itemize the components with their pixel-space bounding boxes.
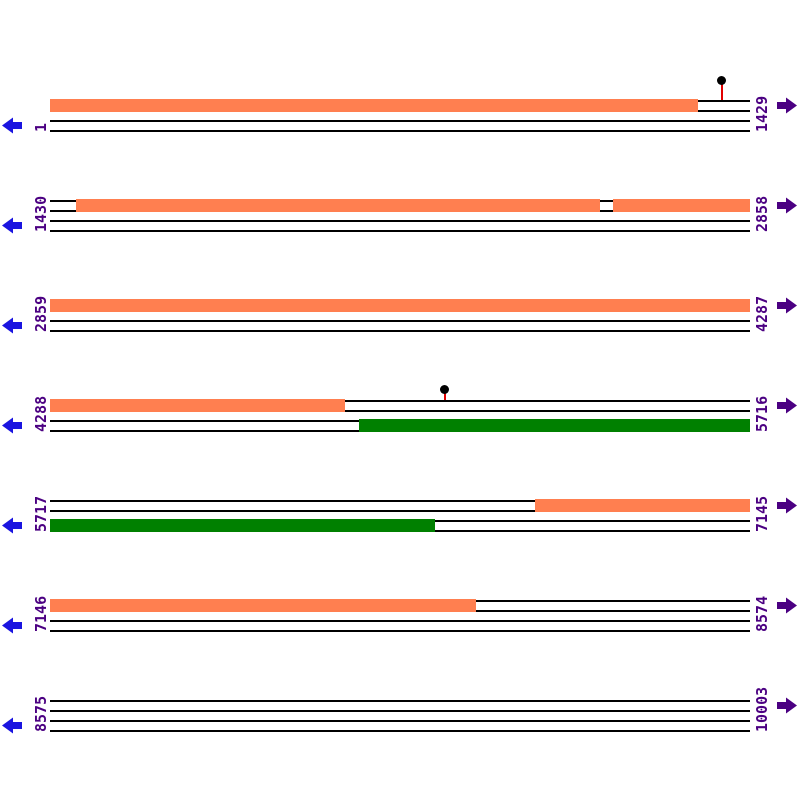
reverse-strand-arrow-icon <box>2 717 22 734</box>
frame-line <box>50 700 750 702</box>
row-end-position-label: 1429 <box>753 95 771 132</box>
frame-line <box>50 710 750 712</box>
forward-strand-arrow-icon <box>777 697 797 714</box>
frame-line <box>50 230 750 232</box>
reverse-strand-arrow-icon <box>2 217 22 234</box>
row-start-position-label: 8575 <box>32 695 50 732</box>
frame-line <box>50 510 750 512</box>
row-end-position-label: 8574 <box>753 595 771 632</box>
site-marker-stem <box>720 80 723 100</box>
row-end-position-label: 2858 <box>753 195 771 232</box>
forward-strand-arrow-icon <box>777 97 797 114</box>
forward-feature-bar <box>50 599 476 612</box>
reverse-strand-arrow-icon <box>2 617 22 634</box>
reverse-feature-bar <box>50 519 435 532</box>
forward-feature-bar <box>613 199 750 212</box>
site-marker-dot-icon <box>717 75 726 85</box>
forward-feature-bar <box>535 499 750 512</box>
forward-feature-bar <box>50 99 698 112</box>
row-end-position-label: 4287 <box>753 295 771 332</box>
forward-feature-bar <box>50 299 750 312</box>
forward-strand-arrow-icon <box>777 597 797 614</box>
frame-line <box>50 620 750 622</box>
forward-strand-arrow-icon <box>777 197 797 214</box>
reverse-feature-bar <box>359 419 750 432</box>
frame-line <box>50 320 750 322</box>
frame-line <box>50 500 750 502</box>
frame-line <box>50 730 750 732</box>
frame-line <box>50 720 750 722</box>
site-marker-dot-icon <box>440 384 449 394</box>
forward-strand-arrow-icon <box>777 297 797 314</box>
frame-line <box>50 220 750 222</box>
reverse-strand-arrow-icon <box>2 317 22 334</box>
frame-line <box>50 410 750 412</box>
reverse-strand-arrow-icon <box>2 417 22 434</box>
frame-line <box>50 330 750 332</box>
frame-line <box>50 400 750 402</box>
forward-strand-arrow-icon <box>777 397 797 414</box>
row-start-position-label: 4288 <box>32 395 50 432</box>
reverse-strand-arrow-icon <box>2 517 22 534</box>
forward-strand-arrow-icon <box>777 497 797 514</box>
frame-line <box>50 130 750 132</box>
reverse-strand-arrow-icon <box>2 117 22 134</box>
row-end-position-label: 7145 <box>753 495 771 532</box>
site-marker-stem <box>443 389 446 400</box>
row-start-position-label: 5717 <box>32 495 50 532</box>
row-start-position-label: 1430 <box>32 195 50 232</box>
forward-feature-bar <box>76 199 600 212</box>
row-start-position-label: 1 <box>32 122 50 132</box>
frame-line <box>50 120 750 122</box>
row-end-position-label: 5716 <box>753 395 771 432</box>
row-start-position-label: 2859 <box>32 295 50 332</box>
frame-line <box>50 630 750 632</box>
row-end-position-label: 10003 <box>753 686 771 732</box>
row-start-position-label: 7146 <box>32 595 50 632</box>
forward-feature-bar <box>50 399 345 412</box>
